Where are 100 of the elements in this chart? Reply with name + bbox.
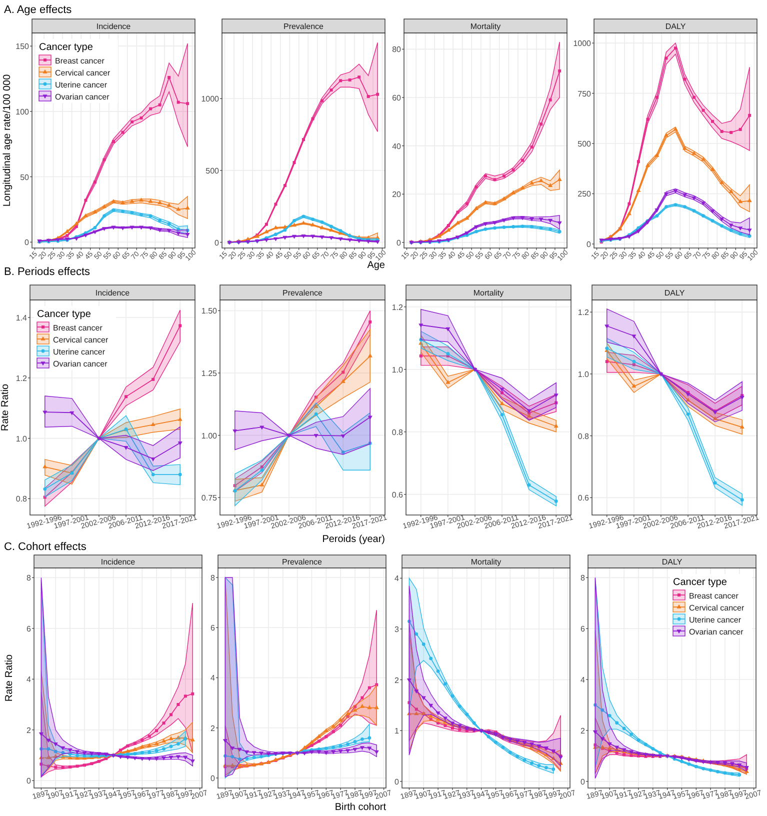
y-axis-title: Rate Ratio xyxy=(0,383,11,432)
point xyxy=(274,232,278,236)
point xyxy=(124,446,128,450)
y-tick-label: 0 xyxy=(580,777,586,786)
point xyxy=(89,752,94,756)
point xyxy=(615,751,618,754)
point xyxy=(118,755,123,760)
point xyxy=(68,755,72,760)
y-tick-label: 4 xyxy=(210,674,216,683)
point xyxy=(167,222,171,226)
point xyxy=(664,132,669,137)
point xyxy=(429,656,433,660)
point xyxy=(539,226,543,230)
point xyxy=(512,225,515,228)
point xyxy=(376,92,380,96)
point xyxy=(458,728,462,732)
y-tick-label: 60 xyxy=(392,94,402,102)
point xyxy=(97,760,100,763)
point xyxy=(102,227,107,232)
point xyxy=(42,410,48,415)
point xyxy=(548,183,553,187)
y-tick-label: 1.4 xyxy=(16,314,28,323)
point xyxy=(162,756,166,760)
point xyxy=(651,747,655,750)
point xyxy=(133,742,136,745)
point xyxy=(330,88,333,92)
point xyxy=(674,203,678,206)
point xyxy=(245,756,249,760)
point xyxy=(140,751,144,754)
point xyxy=(342,370,345,374)
point xyxy=(140,738,144,742)
point xyxy=(692,150,696,155)
point xyxy=(628,202,631,206)
point xyxy=(292,219,296,222)
point xyxy=(492,201,498,206)
point xyxy=(61,751,65,754)
point xyxy=(176,232,181,236)
point xyxy=(311,218,314,221)
point xyxy=(264,238,269,242)
y-tick-label: 4 xyxy=(394,574,400,584)
point xyxy=(520,216,525,220)
point xyxy=(125,756,130,760)
point xyxy=(301,220,306,225)
point xyxy=(176,755,180,760)
point xyxy=(607,742,612,746)
point xyxy=(186,228,190,232)
point xyxy=(178,472,182,476)
point xyxy=(152,378,155,381)
y-tick-label: 500 xyxy=(206,166,220,176)
point xyxy=(148,734,151,738)
y-tick-label: 0.8 xyxy=(578,432,590,441)
point xyxy=(520,224,524,228)
y-tick-label: 500 xyxy=(578,140,592,149)
point xyxy=(551,756,556,760)
y-tick-label: 6 xyxy=(26,624,32,634)
point xyxy=(683,78,686,81)
point xyxy=(558,69,562,72)
point xyxy=(302,214,306,218)
point xyxy=(500,413,504,416)
point xyxy=(320,235,324,240)
point xyxy=(317,740,320,743)
point xyxy=(607,746,612,750)
point xyxy=(53,754,58,758)
point xyxy=(356,239,362,244)
point xyxy=(150,458,156,462)
point xyxy=(368,442,372,445)
point xyxy=(158,103,162,106)
point xyxy=(61,766,64,769)
point xyxy=(324,746,328,750)
point xyxy=(54,750,58,754)
point xyxy=(140,212,143,216)
point xyxy=(53,742,58,746)
point xyxy=(92,230,98,234)
point xyxy=(442,716,448,721)
y-axis-title: Rate Ratio xyxy=(4,654,15,702)
point xyxy=(554,394,558,398)
y-tick-label: 2 xyxy=(394,676,400,685)
text: C. Cohort effects xyxy=(4,541,87,553)
point xyxy=(422,642,426,646)
point xyxy=(151,472,155,476)
point xyxy=(728,189,734,194)
point xyxy=(130,120,134,124)
point xyxy=(166,229,172,233)
point xyxy=(632,384,636,388)
point xyxy=(508,750,512,754)
point xyxy=(645,162,650,167)
point xyxy=(716,770,720,774)
point xyxy=(465,712,469,716)
point xyxy=(260,754,263,758)
legend-label: Uterine cancer xyxy=(55,80,108,90)
legend-title: Cancer type xyxy=(39,42,94,53)
point xyxy=(40,747,43,751)
point xyxy=(111,198,116,203)
x-axis-title: Peroids (year) xyxy=(322,534,385,545)
point xyxy=(548,218,553,223)
point xyxy=(702,108,705,112)
point xyxy=(147,742,152,747)
point xyxy=(102,214,106,218)
point xyxy=(176,206,181,211)
point xyxy=(682,193,688,198)
